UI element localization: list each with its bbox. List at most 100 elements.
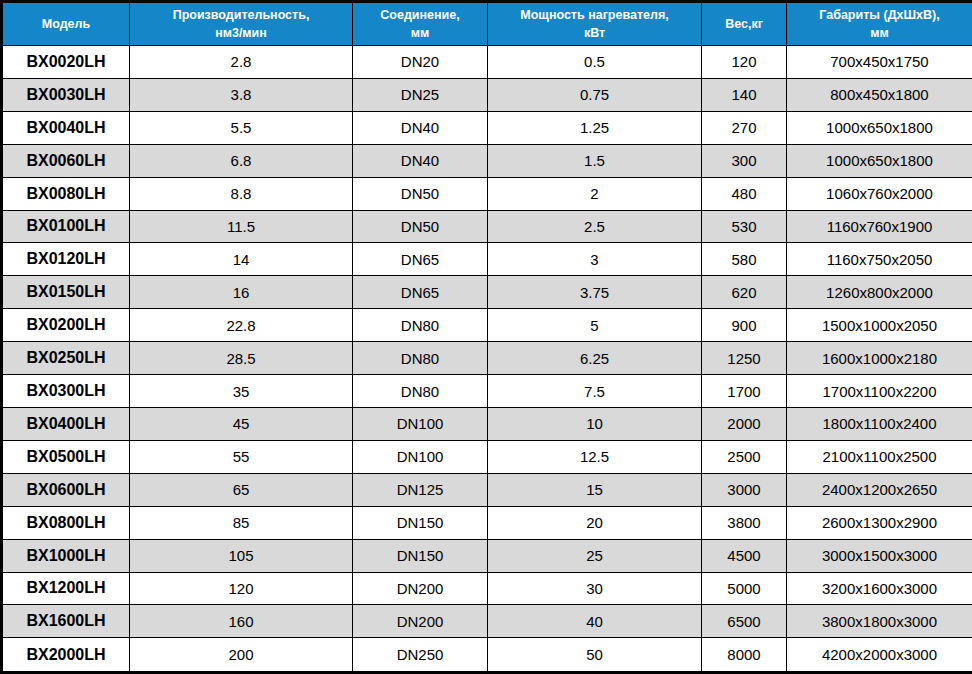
column-header-weight: Вес,кг — [702, 2, 787, 46]
cell-connection: DN65 — [353, 276, 488, 309]
table-row: BX1000LH105DN1502545003000x1500x3000 — [2, 539, 972, 572]
cell-capacity: 120 — [130, 572, 353, 605]
cell-connection: DN50 — [353, 177, 488, 210]
column-header-label: Вес,кг — [704, 15, 784, 33]
cell-power: 50 — [488, 638, 702, 673]
cell-capacity: 105 — [130, 539, 353, 572]
column-header-connection: Соединение, мм — [353, 2, 488, 46]
cell-capacity: 35 — [130, 375, 353, 408]
cell-weight: 270 — [702, 111, 787, 144]
cell-connection: DN200 — [353, 605, 488, 638]
cell-capacity: 11.5 — [130, 210, 353, 243]
table-row: BX0500LH55DN10012.525002100x1100x2500 — [2, 440, 972, 473]
cell-capacity: 16 — [130, 276, 353, 309]
column-header-label: Габариты (ДхШхВ), — [789, 6, 970, 24]
cell-connection: DN125 — [353, 473, 488, 506]
cell-capacity: 160 — [130, 605, 353, 638]
cell-connection: DN20 — [353, 46, 488, 79]
column-header-power: Мощность нагревателя, кВт — [488, 2, 702, 46]
cell-connection: DN80 — [353, 309, 488, 342]
cell-capacity: 14 — [130, 243, 353, 276]
cell-dimensions: 1060x760x2000 — [787, 177, 972, 210]
cell-power: 10 — [488, 407, 702, 440]
column-header-label: Мощность нагревателя, — [490, 6, 699, 24]
cell-capacity: 2.8 — [130, 46, 353, 79]
cell-power: 0.75 — [488, 78, 702, 111]
table-row: BX0020LH2.8DN200.5120700x450x1750 — [2, 46, 972, 79]
cell-weight: 3000 — [702, 473, 787, 506]
cell-connection: DN40 — [353, 144, 488, 177]
cell-model: BX0120LH — [2, 243, 130, 276]
spec-table: Модель Производительность, нм3/мин Соеди… — [0, 0, 972, 674]
cell-power: 30 — [488, 572, 702, 605]
cell-dimensions: 1500x1000x2050 — [787, 309, 972, 342]
cell-model: BX1600LH — [2, 605, 130, 638]
table-row: BX1200LH120DN2003050003200x1600x3000 — [2, 572, 972, 605]
cell-weight: 1250 — [702, 342, 787, 375]
cell-power: 12.5 — [488, 440, 702, 473]
cell-power: 2 — [488, 177, 702, 210]
column-header-sublabel: мм — [789, 24, 970, 42]
cell-power: 3 — [488, 243, 702, 276]
table-body: BX0020LH2.8DN200.5120700x450x1750BX0030L… — [2, 46, 972, 673]
table-row: BX0150LH16DN653.756201260x800x2000 — [2, 276, 972, 309]
table-row: BX0800LH85DN1502038002600x1300x2900 — [2, 506, 972, 539]
cell-power: 0.5 — [488, 46, 702, 79]
cell-model: BX0040LH — [2, 111, 130, 144]
table-row: BX0080LH8.8DN5024801060x760x2000 — [2, 177, 972, 210]
table-row: BX1600LH160DN2004065003800x1800x3000 — [2, 605, 972, 638]
table-row: BX0200LH22.8DN8059001500x1000x2050 — [2, 309, 972, 342]
cell-connection: DN150 — [353, 539, 488, 572]
cell-model: BX1200LH — [2, 572, 130, 605]
cell-model: BX0150LH — [2, 276, 130, 309]
cell-dimensions: 1600x1000x2180 — [787, 342, 972, 375]
cell-model: BX0300LH — [2, 375, 130, 408]
cell-dimensions: 700x450x1750 — [787, 46, 972, 79]
table-row: BX0250LH28.5DN806.2512501600x1000x2180 — [2, 342, 972, 375]
cell-weight: 300 — [702, 144, 787, 177]
column-header-sublabel: нм3/мин — [132, 24, 350, 42]
table-row: BX2000LH200DN2505080004200x2000x3000 — [2, 638, 972, 673]
column-header-label: Соединение, — [355, 6, 485, 24]
column-header-capacity: Производительность, нм3/мин — [130, 2, 353, 46]
cell-capacity: 45 — [130, 407, 353, 440]
cell-dimensions: 1160x750x2050 — [787, 243, 972, 276]
cell-weight: 900 — [702, 309, 787, 342]
cell-power: 40 — [488, 605, 702, 638]
cell-connection: DN80 — [353, 375, 488, 408]
cell-dimensions: 3200x1600x3000 — [787, 572, 972, 605]
cell-dimensions: 1700x1100x2200 — [787, 375, 972, 408]
cell-connection: DN100 — [353, 407, 488, 440]
table-row: BX0100LH11.5DN502.55301160x760x1900 — [2, 210, 972, 243]
cell-model: BX0200LH — [2, 309, 130, 342]
column-header-label: Модель — [5, 15, 127, 33]
cell-connection: DN40 — [353, 111, 488, 144]
table-row: BX0400LH45DN1001020001800x1100x2400 — [2, 407, 972, 440]
cell-power: 1.5 — [488, 144, 702, 177]
cell-dimensions: 3800x1800x3000 — [787, 605, 972, 638]
cell-connection: DN200 — [353, 572, 488, 605]
cell-model: BX0800LH — [2, 506, 130, 539]
cell-weight: 2500 — [702, 440, 787, 473]
cell-weight: 6500 — [702, 605, 787, 638]
column-header-sublabel: кВт — [490, 24, 699, 42]
table-row: BX0600LH65DN1251530002400x1200x2650 — [2, 473, 972, 506]
cell-weight: 4500 — [702, 539, 787, 572]
cell-capacity: 8.8 — [130, 177, 353, 210]
cell-power: 6.25 — [488, 342, 702, 375]
cell-dimensions: 2400x1200x2650 — [787, 473, 972, 506]
cell-connection: DN250 — [353, 638, 488, 673]
column-header-dimensions: Габариты (ДхШхВ), мм — [787, 2, 972, 46]
cell-model: BX0100LH — [2, 210, 130, 243]
cell-connection: DN100 — [353, 440, 488, 473]
cell-weight: 480 — [702, 177, 787, 210]
cell-weight: 120 — [702, 46, 787, 79]
cell-dimensions: 1160x760x1900 — [787, 210, 972, 243]
cell-power: 5 — [488, 309, 702, 342]
cell-capacity: 65 — [130, 473, 353, 506]
cell-dimensions: 800x450x1800 — [787, 78, 972, 111]
cell-dimensions: 1000x650x1800 — [787, 111, 972, 144]
cell-power: 2.5 — [488, 210, 702, 243]
cell-weight: 530 — [702, 210, 787, 243]
cell-connection: DN25 — [353, 78, 488, 111]
